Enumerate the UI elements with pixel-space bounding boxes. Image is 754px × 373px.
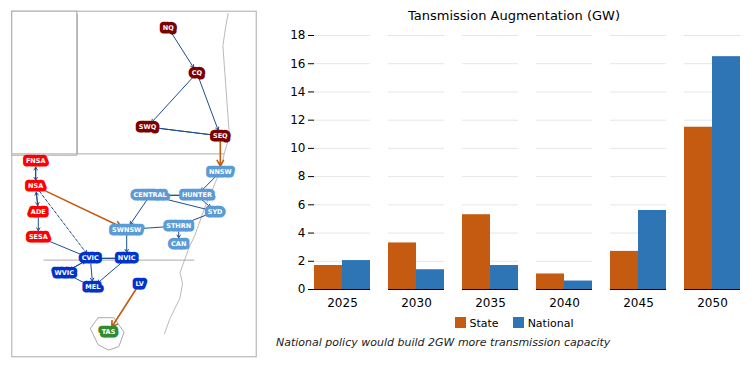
svg-text:2040: 2040 xyxy=(549,296,580,310)
svg-text:WVIC: WVIC xyxy=(55,269,75,277)
svg-text:CENTRAL: CENTRAL xyxy=(133,191,166,199)
svg-text:12: 12 xyxy=(290,113,305,127)
html-text:National: National xyxy=(527,317,574,330)
html-text:State: State xyxy=(469,317,499,330)
svg-text:NQ: NQ xyxy=(163,24,174,32)
svg-text:2035: 2035 xyxy=(475,296,506,310)
svg-text:LV: LV xyxy=(136,280,144,288)
svg-text:14: 14 xyxy=(290,85,305,99)
svg-text:NNSW: NNSW xyxy=(209,168,232,176)
svg-text:18: 18 xyxy=(290,28,305,42)
svg-text:SWQ: SWQ xyxy=(139,123,157,131)
svg-text:2045: 2045 xyxy=(623,296,654,310)
svg-text:4: 4 xyxy=(298,226,306,240)
svg-text:MEL: MEL xyxy=(85,283,100,291)
svg-text:FNSA: FNSA xyxy=(26,157,46,165)
svg-text:ADE: ADE xyxy=(31,208,46,216)
svg-text:TAS: TAS xyxy=(102,328,116,336)
svg-text:2030: 2030 xyxy=(401,296,432,310)
svg-text:8: 8 xyxy=(298,169,306,183)
html-text:National policy would build 2G: National policy would build 2GW more tra… xyxy=(276,336,611,349)
svg-text:2050: 2050 xyxy=(697,296,728,310)
svg-text:10: 10 xyxy=(290,141,305,155)
svg-text:CVIC: CVIC xyxy=(82,254,99,262)
svg-text:16: 16 xyxy=(290,57,305,71)
svg-text:NSA: NSA xyxy=(28,182,43,190)
svg-text:6: 6 xyxy=(298,198,306,212)
svg-text:STHRN: STHRN xyxy=(166,222,191,230)
svg-text:2025: 2025 xyxy=(327,296,358,310)
html-text:Tansmission Augmentation (GW): Tansmission Augmentation (GW) xyxy=(408,8,620,23)
svg-text:SWNSW: SWNSW xyxy=(112,226,141,234)
svg-text:CQ: CQ xyxy=(192,69,203,77)
svg-text:NVIC: NVIC xyxy=(118,254,136,262)
svg-text:0: 0 xyxy=(298,282,306,296)
svg-text:SEQ: SEQ xyxy=(213,132,228,140)
svg-text:SESA: SESA xyxy=(29,233,48,241)
svg-text:CAN: CAN xyxy=(171,240,186,248)
svg-text:2: 2 xyxy=(298,254,306,268)
svg-text:HUNTER: HUNTER xyxy=(182,191,212,199)
svg-text:SYD: SYD xyxy=(208,208,223,216)
